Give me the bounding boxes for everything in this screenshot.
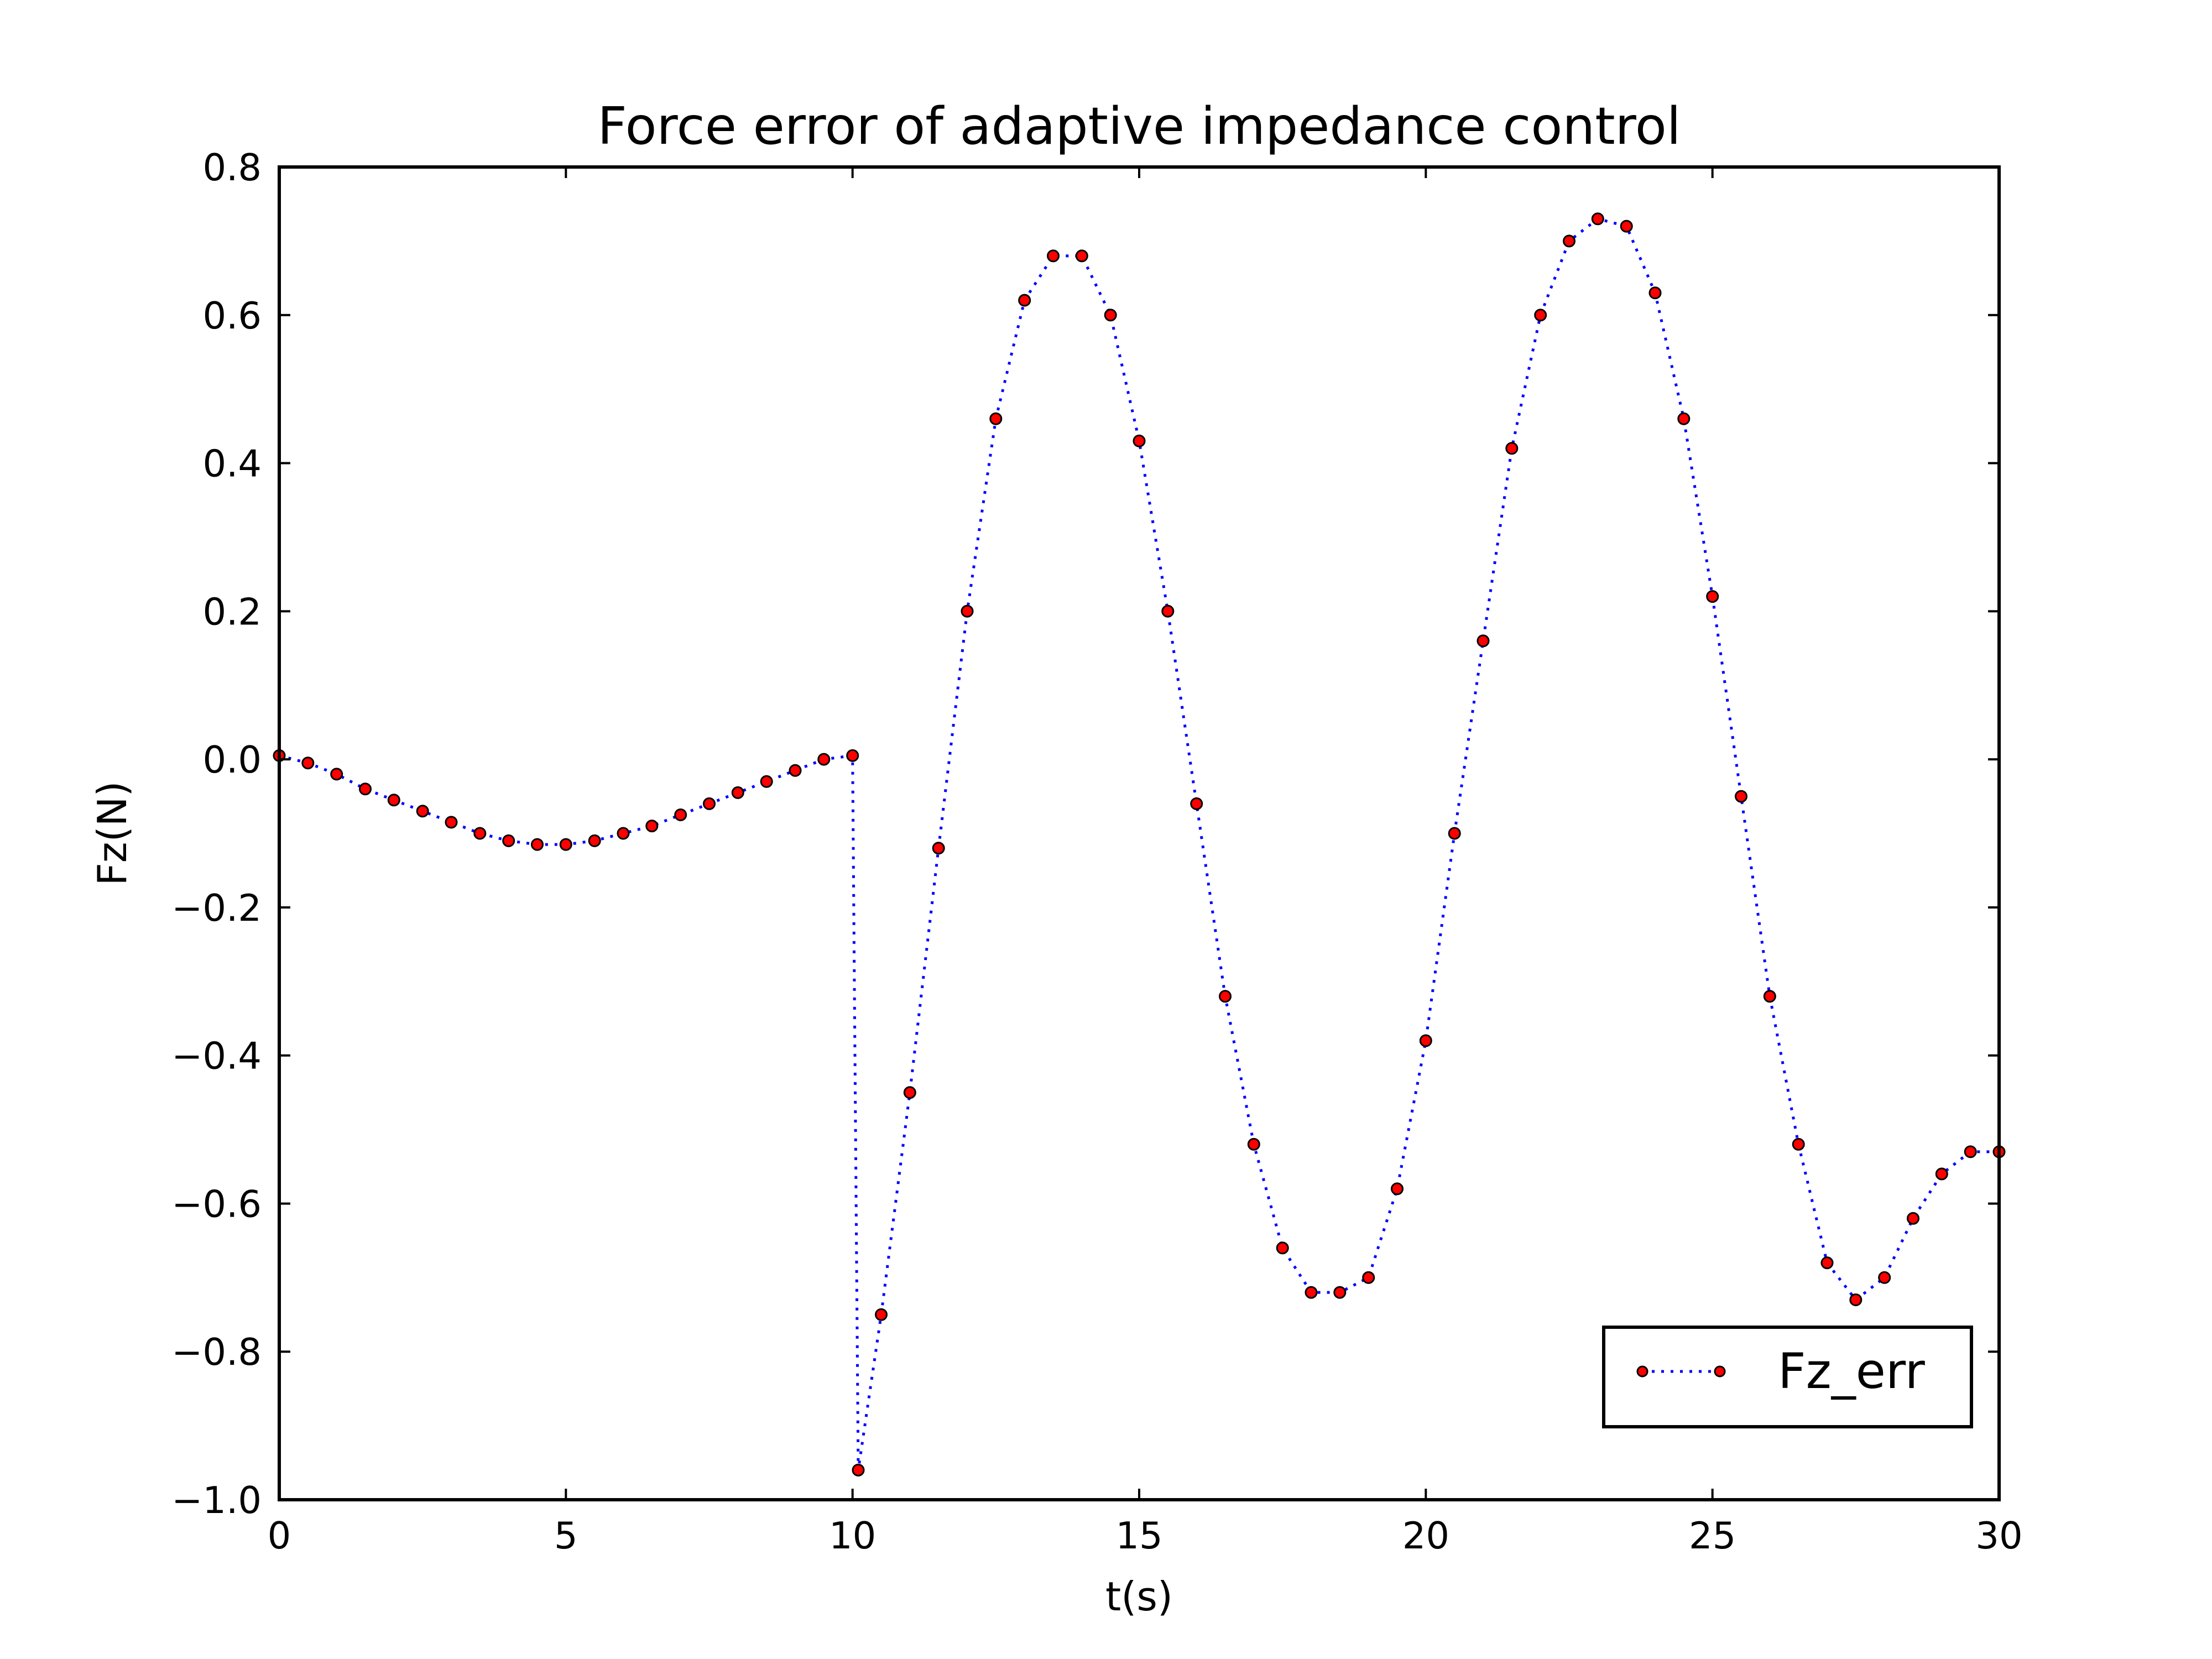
- y-axis-label: Fz(N): [89, 781, 135, 885]
- x-tick-label: 20: [1402, 1514, 1449, 1557]
- data-point: [1448, 827, 1461, 840]
- data-point: [852, 1463, 865, 1477]
- data-point: [1104, 309, 1117, 322]
- data-point: [1133, 434, 1146, 447]
- data-point: [1305, 1286, 1318, 1299]
- data-point: [387, 794, 400, 807]
- data-point: [359, 782, 372, 796]
- x-tick-label: 25: [1689, 1514, 1736, 1557]
- y-tick-label: −0.6: [171, 1182, 262, 1225]
- data-point: [1563, 234, 1575, 248]
- data-point: [1763, 990, 1776, 1003]
- data-point: [817, 753, 831, 766]
- x-tick-label: 15: [1115, 1514, 1162, 1557]
- legend-marker-left: [1636, 1365, 1648, 1378]
- plot-data-layer: [273, 212, 2006, 1477]
- data-point: [1591, 212, 1604, 226]
- data-point: [1677, 412, 1691, 425]
- data-point: [1276, 1241, 1289, 1255]
- data-point: [1075, 249, 1088, 263]
- y-tick-label: 0.6: [202, 294, 262, 337]
- legend-label-fz-err: Fz_err: [1778, 1343, 1926, 1400]
- data-point: [1018, 294, 1031, 307]
- data-point: [1477, 634, 1490, 648]
- x-axis-label: t(s): [1105, 1573, 1173, 1620]
- legend: Fz_err: [1602, 1326, 1973, 1428]
- data-point: [731, 786, 744, 799]
- x-tick-label: 30: [1975, 1514, 2022, 1557]
- data-point: [674, 808, 687, 821]
- data-point: [1792, 1138, 1805, 1151]
- y-tick-label: −0.8: [171, 1331, 262, 1374]
- x-tick-label: 0: [268, 1514, 291, 1557]
- data-point: [645, 820, 659, 833]
- data-point: [903, 1086, 916, 1099]
- data-point: [1219, 990, 1232, 1003]
- data-point: [559, 838, 572, 851]
- data-point: [1333, 1286, 1347, 1299]
- y-tick-label: 0.8: [202, 146, 262, 189]
- legend-frame: [1602, 1326, 1973, 1428]
- x-tick-label: 10: [829, 1514, 876, 1557]
- axis-ticks: 0 5 10 15 20 25 30 0.8 0.6 0.4 0.2 0.0 −0.2 −0.4 −0.6 −…: [171, 146, 2022, 1557]
- data-point: [445, 816, 458, 829]
- data-point: [789, 764, 802, 777]
- data-point: [1935, 1167, 1948, 1181]
- data-point: [846, 749, 859, 762]
- data-point: [1190, 797, 1203, 810]
- data-point: [330, 768, 343, 781]
- data-point: [1534, 309, 1547, 322]
- data-point: [875, 1308, 888, 1321]
- data-point: [932, 842, 945, 855]
- data-point: [1362, 1271, 1375, 1284]
- x-tick-label: 5: [554, 1514, 578, 1557]
- chart-title: Force error of adaptive impedance contro…: [597, 96, 1681, 156]
- data-point: [1706, 590, 1719, 603]
- data-point: [1047, 249, 1060, 263]
- y-tick-label: 0.4: [202, 442, 262, 486]
- data-point: [1505, 442, 1519, 455]
- y-tick-label: 0.2: [202, 590, 262, 633]
- data-point: [1648, 286, 1662, 300]
- y-tick-label: −0.4: [171, 1035, 262, 1078]
- data-point: [1849, 1293, 1863, 1306]
- data-point: [1907, 1212, 1919, 1225]
- data-point: [1161, 604, 1175, 618]
- data-point: [961, 604, 974, 618]
- data-point: [473, 827, 487, 840]
- data-point: [989, 412, 1003, 425]
- data-point: [416, 805, 429, 818]
- data-point: [531, 838, 544, 851]
- y-tick-label: 0.0: [202, 738, 262, 781]
- y-tick-label: −1.0: [171, 1479, 262, 1522]
- data-point: [1878, 1271, 1891, 1284]
- data-point: [1419, 1034, 1432, 1047]
- data-point: [1735, 790, 1747, 803]
- y-tick-label: −0.2: [171, 886, 262, 930]
- data-point: [1247, 1138, 1260, 1151]
- data-point: [760, 775, 773, 788]
- data-point: [1391, 1182, 1404, 1196]
- legend-marker-right: [1714, 1365, 1726, 1378]
- data-point: [1820, 1256, 1834, 1270]
- data-point: [502, 834, 515, 847]
- data-point: [301, 757, 315, 770]
- data-point: [1964, 1145, 1977, 1159]
- data-point: [1620, 220, 1633, 233]
- data-point: [617, 827, 630, 840]
- data-point: [588, 834, 601, 847]
- data-point: [703, 797, 716, 810]
